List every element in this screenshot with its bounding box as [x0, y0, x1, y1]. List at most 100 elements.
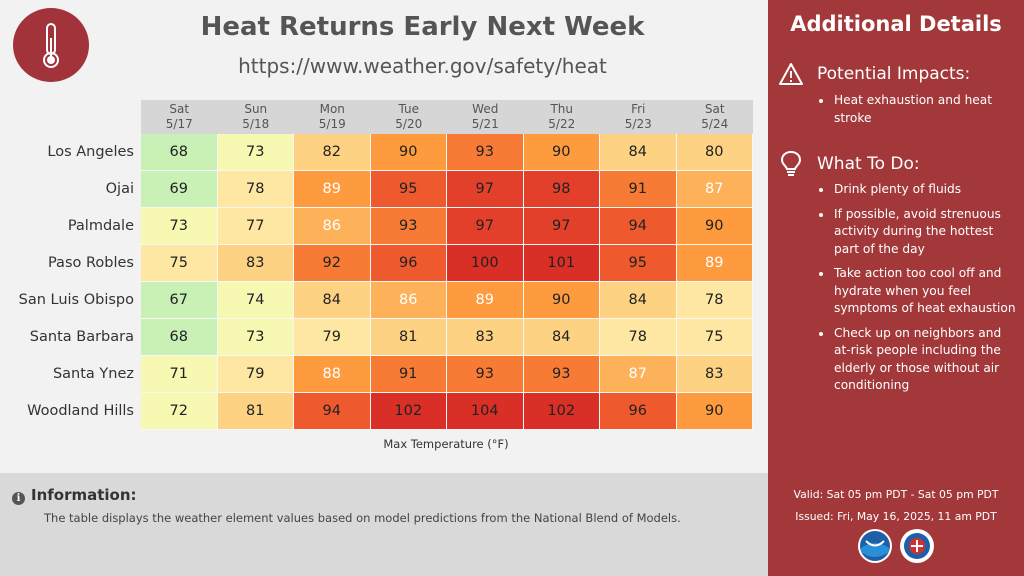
- temperature-cell: 87: [676, 171, 753, 208]
- day-date: 5/19: [318, 117, 346, 131]
- temperature-cell: 79: [217, 356, 294, 393]
- temperature-cell: 94: [600, 208, 677, 245]
- city-label: Los Angeles: [47, 144, 134, 160]
- impacts-heading: Potential Impacts:: [817, 64, 971, 84]
- day-date: 5/18: [242, 117, 270, 131]
- temperature-cell: 90: [676, 393, 753, 430]
- nws-logo: [900, 529, 934, 563]
- temperature-cell: 91: [600, 171, 677, 208]
- temperature-cell: 78: [676, 282, 753, 319]
- day-header: Wed 5/21: [447, 100, 524, 134]
- city-label: Ojai: [105, 181, 134, 197]
- day-date: 5/17: [165, 117, 193, 131]
- day-name: Sat: [169, 102, 190, 116]
- temperature-cell: 95: [370, 171, 447, 208]
- temperature-cell: 81: [370, 319, 447, 356]
- day-name: Sat: [704, 102, 725, 116]
- day-date: 5/20: [395, 117, 423, 131]
- list-item: Heat exhaustion and heat stroke: [816, 92, 1016, 127]
- day-name: Tue: [398, 102, 420, 116]
- issued-time: Issued: Fri, May 16, 2025, 11 am PDT: [795, 510, 997, 523]
- temperature-cell: 94: [294, 393, 371, 430]
- city-label: Paso Robles: [47, 255, 134, 271]
- temperature-cell: 67: [141, 282, 218, 319]
- temperature-cell: 78: [600, 319, 677, 356]
- temperature-cell: 72: [141, 393, 218, 430]
- main-panel: Heat Returns Early Next Week https://www…: [0, 8, 768, 576]
- temperature-cell: 95: [600, 245, 677, 282]
- day-name: Thu: [550, 102, 574, 116]
- temperature-cell: 98: [523, 171, 600, 208]
- day-header: Thu 5/22: [523, 100, 600, 134]
- day-name: Wed: [472, 102, 499, 116]
- temperature-cell: 96: [600, 393, 677, 430]
- city-label: San Luis Obispo: [18, 292, 134, 308]
- temperature-cell: 93: [447, 356, 524, 393]
- temperature-cell: 73: [217, 319, 294, 356]
- temperature-cell: 74: [217, 282, 294, 319]
- temperature-cell: 102: [370, 393, 447, 430]
- temperature-cell: 97: [523, 208, 600, 245]
- temperature-cell: 86: [370, 282, 447, 319]
- temperature-cell: 89: [676, 245, 753, 282]
- information-title: Information:: [31, 486, 137, 504]
- temperature-cell: 91: [370, 356, 447, 393]
- thermometer-icon: [43, 23, 59, 68]
- temperature-cell: 84: [600, 134, 677, 171]
- temperature-cell: 101: [523, 245, 600, 282]
- todo-heading: What To Do:: [817, 154, 920, 174]
- temperature-cell: 68: [141, 319, 218, 356]
- temperature-cell: 79: [294, 319, 371, 356]
- city-label: Santa Barbara: [29, 329, 134, 345]
- temperature-cell: 90: [676, 208, 753, 245]
- temperature-cell: 83: [217, 245, 294, 282]
- temperature-cell: 102: [523, 393, 600, 430]
- temperature-table: Sat 5/17 Sun 5/18 Mon 5/19 Tue 5/20 Wed 5/21 Thu 5/…: [18, 100, 753, 430]
- temperature-cell: 75: [141, 245, 218, 282]
- list-item: Check up on neighbors and at-risk people…: [816, 325, 1016, 395]
- temperature-cell: 87: [600, 356, 677, 393]
- safety-url[interactable]: https://www.weather.gov/safety/heat: [238, 54, 607, 78]
- city-label: Woodland Hills: [27, 403, 134, 419]
- temperature-cell: 84: [600, 282, 677, 319]
- day-header: Sat 5/17: [141, 100, 218, 134]
- temperature-cell: 80: [676, 134, 753, 171]
- day-date: 5/24: [701, 117, 729, 131]
- temperature-cell: 100: [447, 245, 524, 282]
- day-date: 5/21: [471, 117, 499, 131]
- temperature-cell: 77: [217, 208, 294, 245]
- day-header: Mon 5/19: [294, 100, 371, 134]
- temperature-cell: 97: [447, 171, 524, 208]
- temperature-cell: 73: [141, 208, 218, 245]
- temperature-cell: 96: [370, 245, 447, 282]
- temperature-cell: 90: [523, 134, 600, 171]
- temperature-cell: 92: [294, 245, 371, 282]
- temperature-cell: 83: [676, 356, 753, 393]
- noaa-logo: [858, 529, 892, 563]
- temperature-cell: 90: [370, 134, 447, 171]
- temperature-cell: 86: [294, 208, 371, 245]
- day-name: Fri: [631, 102, 646, 116]
- temperature-cell: 73: [217, 134, 294, 171]
- details-sidebar: Additional Details Potential Impacts: He…: [768, 0, 1024, 576]
- temperature-cell: 71: [141, 356, 218, 393]
- information-text: The table displays the weather element v…: [44, 511, 681, 525]
- page-title: Heat Returns Early Next Week: [200, 12, 645, 42]
- temperature-cell: 69: [141, 171, 218, 208]
- temperature-cell: 78: [217, 171, 294, 208]
- impacts-list: Heat exhaustion and heat stroke: [816, 92, 1016, 134]
- temperature-cell: 93: [523, 356, 600, 393]
- table-caption: Max Temperature (°F): [383, 437, 509, 451]
- temperature-cell: 84: [294, 282, 371, 319]
- day-header: Sun 5/18: [217, 100, 294, 134]
- temperature-cell: 68: [141, 134, 218, 171]
- temperature-cell: 75: [676, 319, 753, 356]
- valid-period: Valid: Sat 05 pm PDT - Sat 05 pm PDT: [793, 488, 999, 501]
- warning-icon: [779, 63, 803, 85]
- list-item: Take action too cool off and hydrate whe…: [816, 265, 1016, 318]
- temperature-cell: 81: [217, 393, 294, 430]
- thermometer-badge: [13, 8, 89, 82]
- day-date: 5/22: [548, 117, 576, 131]
- day-header: Sat 5/24: [676, 100, 753, 134]
- day-name: Sun: [244, 102, 268, 116]
